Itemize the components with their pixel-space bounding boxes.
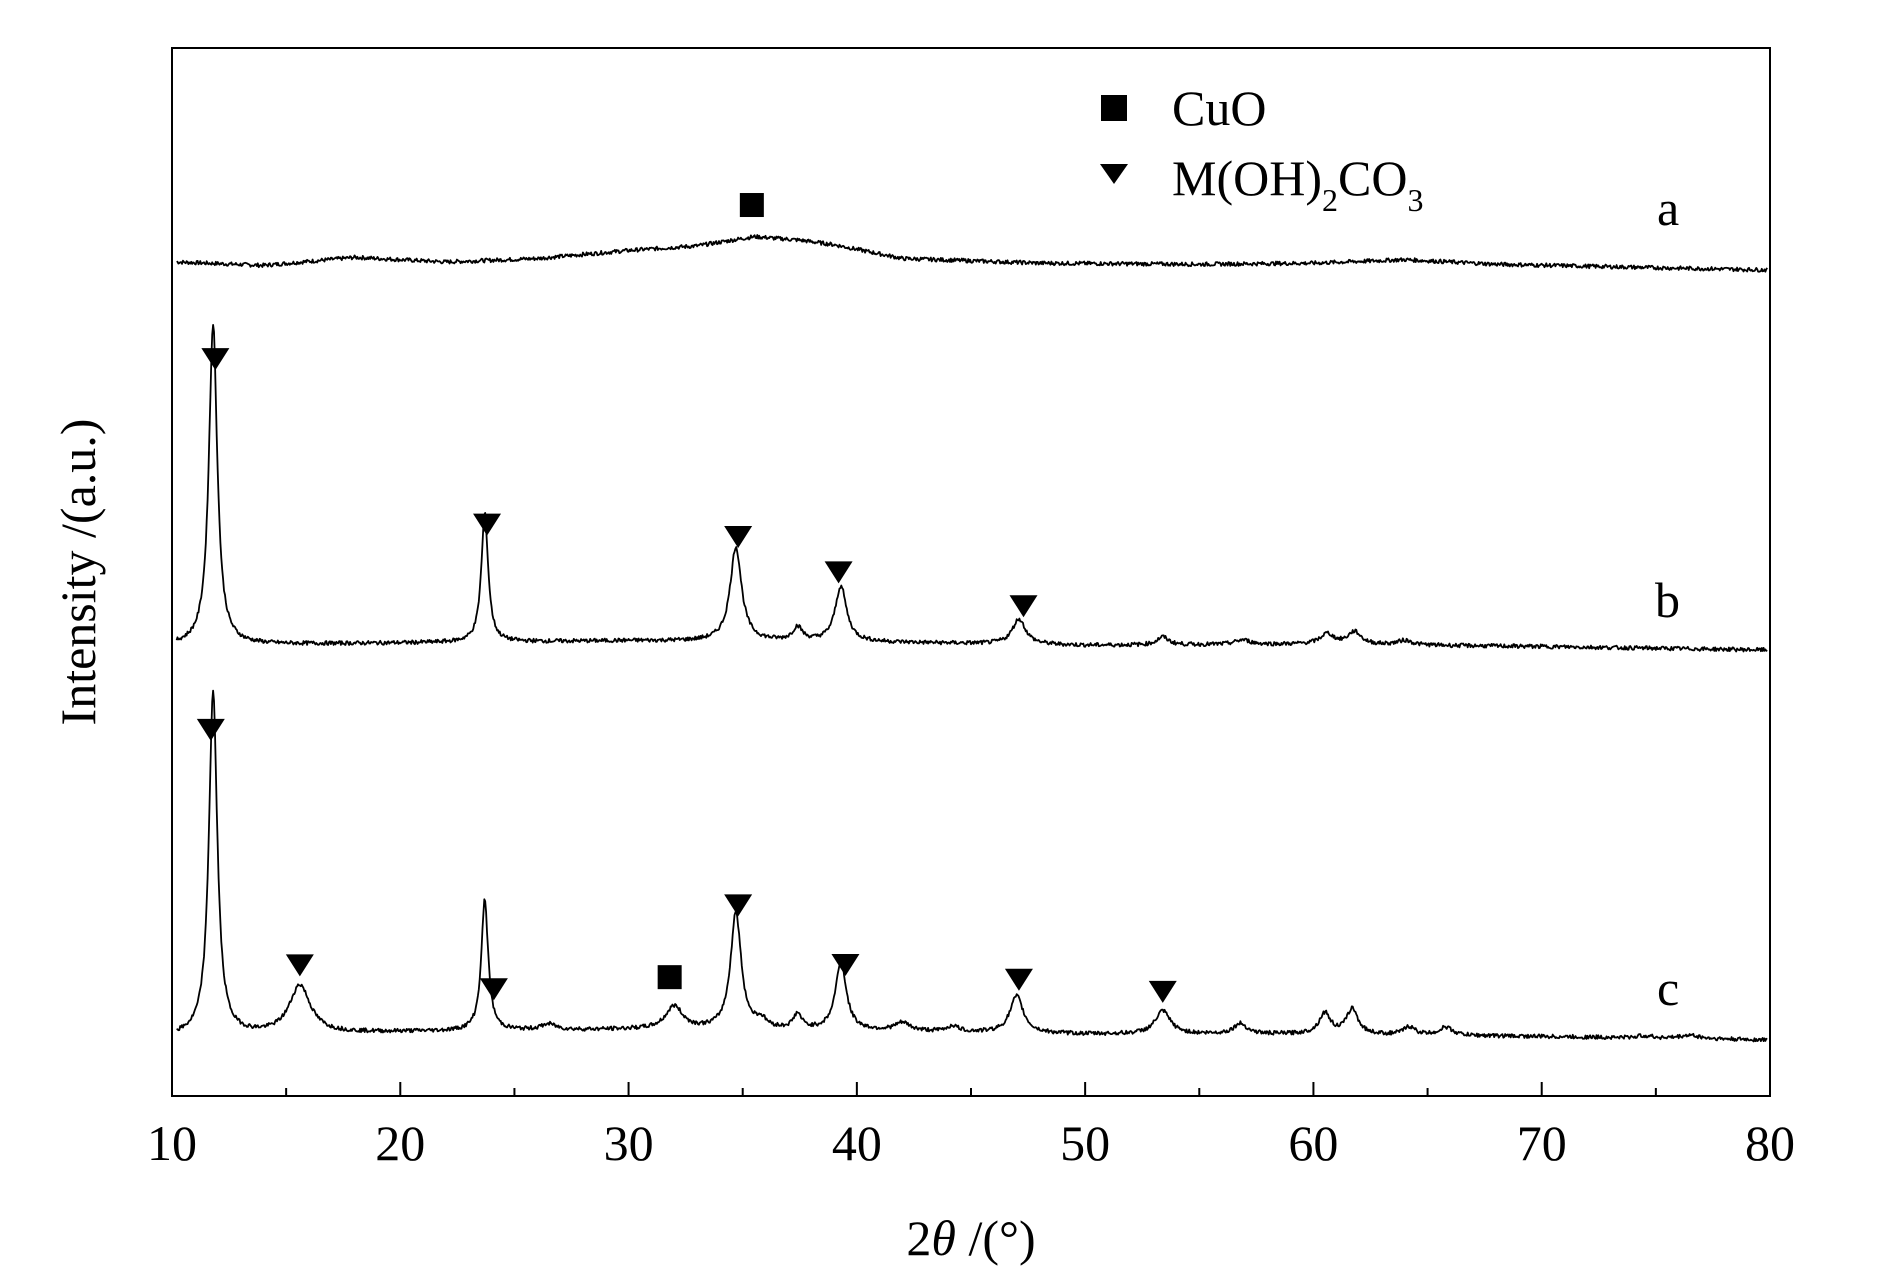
x-tick-label: 80 [1745, 1115, 1795, 1171]
legend-cuo-label: CuO [1172, 80, 1266, 136]
x-tick-label: 70 [1517, 1115, 1567, 1171]
series-line-c [176, 689, 1768, 1043]
carbonate-marker [479, 978, 508, 1001]
carbonate-marker [1148, 980, 1177, 1003]
series-label-a: a [1657, 180, 1679, 236]
x-tick-label: 60 [1288, 1115, 1338, 1171]
x-axis-label-theta: θ [931, 1210, 956, 1266]
legend-carbonate-mid: CO [1338, 150, 1407, 206]
x-tick-label: 30 [604, 1115, 654, 1171]
y-axis-label: Intensity /(a.u.) [50, 419, 106, 726]
x-axis-ticks: 10 20 30 40 50 60 70 80 [147, 1082, 1795, 1171]
series-line-a [176, 234, 1768, 273]
x-tick-label: 50 [1060, 1115, 1110, 1171]
carbonate-marker [201, 348, 230, 371]
carbonate-marker [1009, 595, 1038, 618]
legend-carbonate-marker [1100, 164, 1128, 184]
carbonate-marker [831, 953, 860, 976]
legend-carbonate-main: M(OH) [1172, 150, 1322, 206]
series-line-b [175, 324, 1768, 653]
carbonate-marker [724, 894, 753, 917]
x-axis-label-prefix: 2 [906, 1210, 931, 1266]
legend-cuo-marker [1101, 95, 1127, 121]
x-tick-label: 10 [147, 1115, 197, 1171]
carbonate-marker [285, 954, 314, 977]
plot-frame [171, 47, 1771, 1097]
legend-carbonate-sub2: 3 [1407, 182, 1423, 218]
carbonate-marker [196, 718, 225, 741]
carbonate-marker [824, 561, 853, 584]
legend-carbonate-label: M(OH)2CO3 [1172, 150, 1423, 218]
x-axis-label: 2θ /(°) [906, 1210, 1035, 1266]
marker-layer [196, 193, 1177, 1003]
carbonate-marker [724, 526, 753, 549]
legend: CuO M(OH)2CO3 [1100, 80, 1423, 218]
x-axis-label-suffix: /(°) [956, 1210, 1036, 1266]
x-tick-label: 40 [832, 1115, 882, 1171]
legend-carbonate-sub1: 2 [1322, 182, 1338, 218]
series-label-b: b [1655, 572, 1680, 628]
cuo-marker [739, 193, 764, 218]
cuo-marker [657, 965, 682, 990]
carbonate-marker [473, 513, 502, 536]
series-layer [175, 234, 1768, 1043]
carbonate-marker [1004, 968, 1033, 991]
x-tick-label: 20 [375, 1115, 425, 1171]
series-label-c: c [1657, 960, 1679, 1016]
